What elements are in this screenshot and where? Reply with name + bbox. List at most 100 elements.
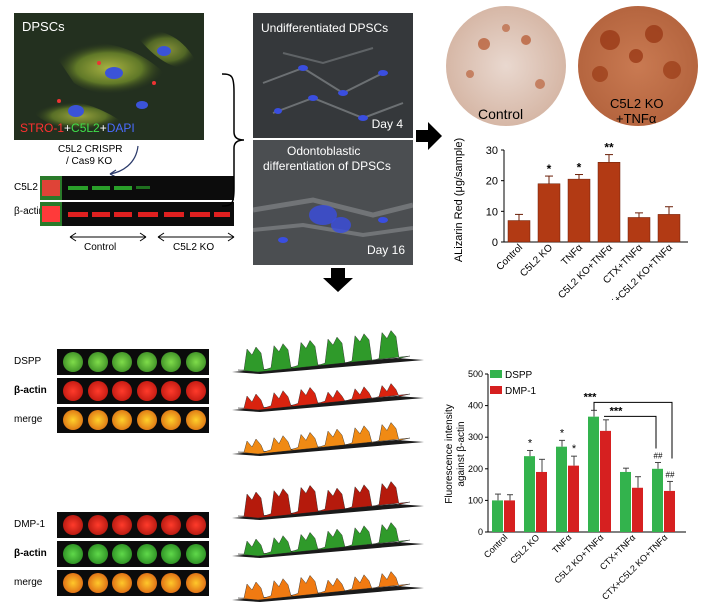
y-tick-label: 20 xyxy=(486,176,498,188)
surface-base xyxy=(232,440,424,456)
legend-label: DMP-1 xyxy=(505,386,537,397)
dot-blot-spot xyxy=(185,544,206,564)
dot-blot-spot xyxy=(161,515,181,535)
stain-plus-1: + xyxy=(64,121,72,135)
y-tick-label: 30 xyxy=(486,145,498,157)
significance-mark: * xyxy=(572,443,577,455)
western-row2-label: β-actin xyxy=(14,206,45,217)
dot-blot-spot xyxy=(112,352,132,372)
dpsc-fluorescence-image: DPSCs STRO-1+C5L2+DAPI xyxy=(14,13,204,140)
fluorescence-intensity-bar-chart: 0 100 200 300 400 500 Fluorescence intensity ag… xyxy=(444,369,686,602)
group-bracket xyxy=(221,73,245,207)
dot-blot-spot xyxy=(112,544,132,564)
crispr-label-line2: / Cas9 KO xyxy=(66,156,113,167)
bar xyxy=(504,500,515,532)
micrograph-top-title: Undifferentiated DPSCs xyxy=(261,21,389,35)
down-arrow-icon xyxy=(323,268,353,292)
legend-swatch xyxy=(490,370,502,378)
significance-mark: * xyxy=(577,161,582,175)
y-axis-label: ALizarin Red (μg/sample) xyxy=(453,138,465,262)
bar xyxy=(597,162,621,243)
surface-base xyxy=(232,396,424,412)
dot-blot-spot xyxy=(136,381,157,401)
stain-dapi: DAPI xyxy=(106,121,135,135)
dot-blot-spot xyxy=(87,410,108,430)
dot-blot-spot xyxy=(63,515,83,535)
dot-blot-spot xyxy=(185,410,206,430)
micrograph-bottom-title-2: differentiation of DPSCs xyxy=(263,159,391,173)
western-blot-actin xyxy=(40,202,234,226)
dot-blot-strip xyxy=(57,512,209,538)
surface-plot xyxy=(232,571,424,602)
x-tick-label: CTX+C5L2 KO+TNFα xyxy=(600,532,669,601)
y-tick-label: 100 xyxy=(468,495,483,505)
surface-base xyxy=(232,586,424,602)
bar xyxy=(588,416,599,532)
control-well xyxy=(446,6,566,126)
x-tick-label: C5L2 KO xyxy=(508,532,541,565)
significance-mark: * xyxy=(547,162,552,176)
dot-blot-spot xyxy=(161,381,181,401)
surface-peaks xyxy=(237,481,411,519)
dot-blot-spot xyxy=(161,352,181,372)
stain-right-label-1: C5L2 KO xyxy=(610,96,664,111)
dot-blot-row-label: β-actin xyxy=(14,548,47,559)
stain-control-label: Control xyxy=(478,106,524,122)
dot-blot-spot xyxy=(185,515,206,535)
dot-blot-row-label: DMP-1 xyxy=(14,519,46,530)
dot-blot-spot xyxy=(87,352,108,372)
y-tick-label: 400 xyxy=(468,401,483,411)
bar xyxy=(568,465,579,532)
dot-blot-spot xyxy=(161,544,181,564)
western-blot-c5l2 xyxy=(40,176,234,200)
stain-c5l2: C5L2 xyxy=(71,121,100,135)
fluorescence-stain-legend: STRO-1+C5L2+DAPI xyxy=(20,121,135,135)
stain-plus-2: + xyxy=(99,121,107,135)
dot-blot-row-label: merge xyxy=(14,414,43,425)
bracket-mark: *** xyxy=(584,391,598,403)
micrograph-undifferentiated: Undifferentiated DPSCs Day 4 xyxy=(253,13,413,138)
micrograph-odontoblastic: Odontoblastic differentiation of DPSCs D… xyxy=(253,140,413,265)
micrograph-bottom-day: Day 16 xyxy=(366,243,405,257)
y-axis-label-line1: Fluorescence intensity xyxy=(444,404,455,504)
y-tick-label: 0 xyxy=(478,527,483,537)
x-tick-label: C5L2 KO xyxy=(518,242,555,279)
dot-blot-spot xyxy=(112,573,132,593)
legend-label: DSPP xyxy=(505,370,533,381)
fluorescence-title: DPSCs xyxy=(22,19,65,34)
surface-plot xyxy=(232,481,424,520)
surface-peaks xyxy=(237,422,411,455)
significance-mark: ## xyxy=(666,470,675,479)
y-axis-label-line2: against β-actin xyxy=(456,421,467,486)
fluorescence-cells-graphic xyxy=(14,13,204,140)
dot-blot-spot xyxy=(112,515,132,535)
dot-blot-spot xyxy=(63,544,83,564)
x-tick-label: Control xyxy=(482,532,510,560)
dot-blot-spot xyxy=(63,352,83,372)
micrograph-top-day: Day 4 xyxy=(371,117,403,131)
crispr-label-line1: C5L2 CRISPR xyxy=(58,144,123,155)
bar xyxy=(627,217,651,243)
western-group-arrows xyxy=(69,232,235,242)
surface-base xyxy=(232,358,424,374)
dot-blot-strip xyxy=(57,378,209,404)
dot-blot-spot xyxy=(87,573,108,593)
dot-blot-spot xyxy=(185,573,206,593)
y-tick-label: 0 xyxy=(492,237,498,249)
dot-blot-strip xyxy=(57,349,209,375)
significance-mark: ** xyxy=(604,141,614,155)
legend-swatch xyxy=(490,386,502,394)
surface-plot xyxy=(232,522,424,558)
x-tick-label: TNFα xyxy=(550,532,573,555)
dot-blot-spot xyxy=(112,381,132,401)
significance-mark: * xyxy=(560,427,565,439)
micrograph-bottom-title-1: Odontoblastic xyxy=(287,144,361,158)
surface-peaks xyxy=(237,383,411,411)
dot-blot-row-label: merge xyxy=(14,577,43,588)
dot-blot-spot xyxy=(161,573,181,593)
stain-stro1: STRO-1 xyxy=(20,121,65,135)
dot-blot-spot xyxy=(161,410,181,430)
significance-mark: ## xyxy=(654,451,663,460)
dot-blot-row-label: DSPP xyxy=(14,356,42,367)
significance-mark: * xyxy=(528,437,533,449)
